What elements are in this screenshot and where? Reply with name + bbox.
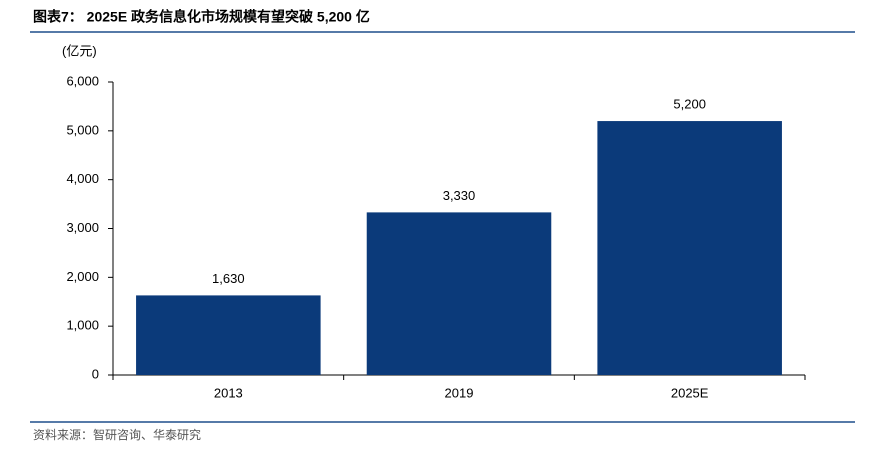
y-tick-label: 5,000 bbox=[66, 122, 99, 137]
x-tick-label: 2013 bbox=[214, 385, 243, 400]
y-axis-label: (亿元) bbox=[62, 43, 97, 58]
y-tick-label: 6,000 bbox=[66, 73, 99, 88]
chart-title: 图表7： 2025E 政务信息化市场规模有望突破 5,200 亿 bbox=[33, 9, 370, 25]
y-tick-label: 3,000 bbox=[66, 220, 99, 235]
bar bbox=[366, 212, 552, 375]
data-label: 1,630 bbox=[212, 271, 245, 286]
bar bbox=[136, 295, 321, 375]
x-tick-label: 2025E bbox=[671, 385, 709, 400]
source-note: 资料来源：智研咨询、华泰研究 bbox=[33, 427, 201, 442]
x-tick-label: 2019 bbox=[445, 385, 474, 400]
data-label: 5,200 bbox=[673, 97, 706, 112]
y-tick-label: 4,000 bbox=[66, 171, 99, 186]
data-label: 3,330 bbox=[443, 188, 476, 203]
y-tick-label: 1,000 bbox=[66, 318, 99, 333]
y-tick-label: 2,000 bbox=[66, 269, 99, 284]
bar bbox=[597, 121, 782, 375]
y-tick-label: 0 bbox=[92, 366, 99, 381]
